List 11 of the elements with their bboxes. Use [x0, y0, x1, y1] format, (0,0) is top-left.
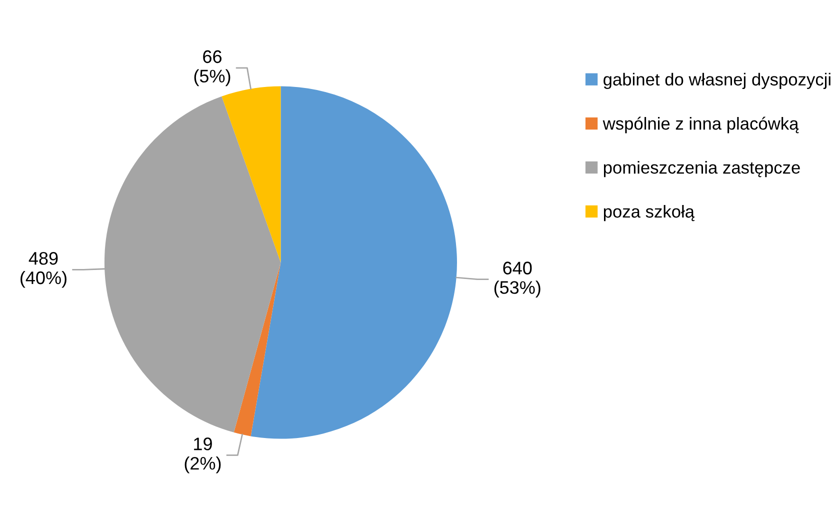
legend-label: gabinet do własnej dyspozycji: [604, 72, 830, 90]
pie-slice: [250, 86, 457, 439]
data-label: 489 (40%): [20, 252, 66, 288]
legend-label: wspólnie z inna placówką: [602, 116, 799, 134]
pie-slice: [222, 86, 281, 262]
data-label: 66 (5%): [194, 50, 230, 86]
legend-label: pomieszczenia zastępcze: [604, 160, 800, 178]
pie-slice: [234, 262, 281, 436]
data-label: 640 (53%): [494, 262, 540, 298]
data-label: 19 (2%): [184, 438, 221, 474]
legend-label: poza szkołą: [604, 204, 695, 222]
